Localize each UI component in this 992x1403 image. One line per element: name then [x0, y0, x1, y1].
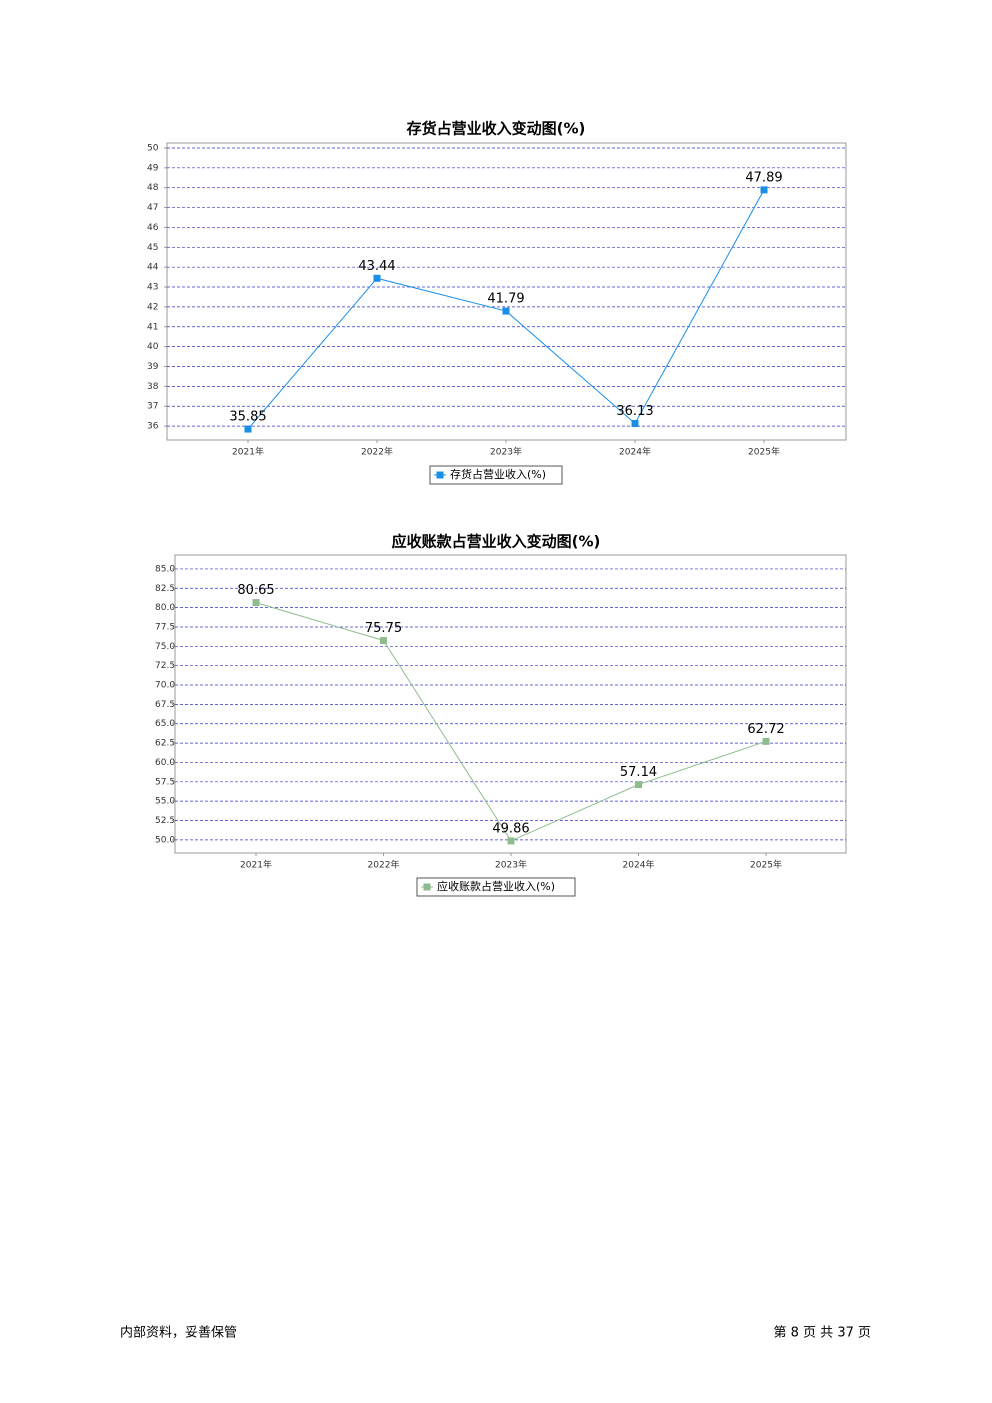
y-tick-label: 55.0 [155, 797, 175, 807]
value-label: 47.89 [745, 170, 782, 185]
point-marker [507, 837, 515, 845]
x-tick-label: 2025年 [748, 446, 780, 458]
value-label: 41.79 [487, 292, 524, 307]
point-marker [631, 420, 639, 428]
y-tick-label: 70.0 [155, 681, 175, 691]
point-marker [635, 781, 642, 789]
value-label: 80.65 [237, 583, 274, 598]
y-tick-label: 65.0 [155, 719, 175, 729]
y-tick-label: 38 [147, 382, 159, 392]
point-marker [252, 599, 260, 607]
x-tick-label: 2022年 [361, 446, 393, 458]
value-label: 36.13 [616, 404, 653, 419]
value-label: 43.44 [358, 259, 395, 274]
y-tick-label: 46 [147, 223, 159, 233]
y-tick-label: 48 [147, 183, 159, 193]
y-tick-label: 39 [147, 362, 159, 372]
y-tick-label: 62.5 [155, 739, 175, 749]
footer-right: 第 8 页 共 37 页 [774, 1326, 871, 1341]
legend-marker [423, 883, 431, 891]
value-label: 62.72 [747, 722, 784, 737]
y-tick-label: 37 [147, 402, 158, 412]
y-tick-label: 67.5 [155, 700, 175, 710]
y-tick-label: 82.5 [155, 584, 175, 594]
value-label: 35.85 [229, 410, 266, 425]
point-marker [244, 425, 252, 433]
y-tick-label: 41 [147, 322, 158, 332]
y-tick-label: 60.0 [155, 758, 175, 768]
x-tick-label: 2024年 [623, 859, 655, 871]
legend-box [416, 877, 576, 897]
y-tick-label: 85.0 [155, 564, 175, 574]
x-tick-label: 2023年 [490, 446, 522, 458]
x-tick-label: 2023年 [495, 859, 527, 871]
point-marker [502, 307, 510, 315]
y-tick-label: 50 [147, 143, 159, 153]
x-tick-label: 2021年 [240, 859, 272, 871]
point-marker [762, 737, 770, 745]
y-tick-label: 72.5 [155, 661, 175, 671]
x-tick-label: 2021年 [232, 446, 264, 458]
value-label: 49.86 [492, 821, 529, 836]
y-tick-label: 50.0 [155, 835, 175, 845]
x-tick-label: 2025年 [750, 859, 782, 871]
x-tick-label: 2022年 [368, 859, 400, 871]
chart-title: 应收账款占营业收入变动图(%) [392, 533, 601, 551]
point-marker [760, 186, 768, 194]
y-tick-label: 44 [147, 263, 159, 273]
y-tick-label: 75.0 [155, 642, 175, 652]
plot-area [166, 142, 847, 441]
y-tick-label: 47 [147, 203, 158, 213]
x-tick-label: 2024年 [619, 446, 651, 458]
legend-marker [436, 471, 444, 479]
point-marker [373, 274, 381, 282]
y-tick-label: 36 [147, 422, 159, 432]
y-tick-label: 77.5 [155, 622, 175, 632]
y-tick-label: 80.0 [155, 603, 175, 613]
legend-label: 存货占营业收入(%) [450, 467, 546, 481]
y-tick-label: 45 [147, 243, 158, 253]
y-tick-label: 57.5 [155, 777, 175, 787]
y-tick-label: 43 [147, 283, 158, 293]
legend-box [429, 465, 563, 485]
y-tick-label: 42 [147, 302, 158, 312]
value-label: 75.75 [365, 621, 402, 636]
point-marker [380, 637, 387, 645]
legend-label: 应收账款占营业收入(%) [437, 879, 555, 893]
y-tick-label: 40 [147, 342, 159, 352]
value-label: 57.14 [620, 765, 657, 780]
plot-area [174, 554, 847, 854]
y-tick-label: 52.5 [155, 816, 175, 826]
y-tick-label: 49 [147, 163, 159, 173]
footer-left: 内部资料，妥善保管 [120, 1325, 237, 1341]
chart-title: 存货占营业收入变动图(%) [407, 120, 586, 138]
